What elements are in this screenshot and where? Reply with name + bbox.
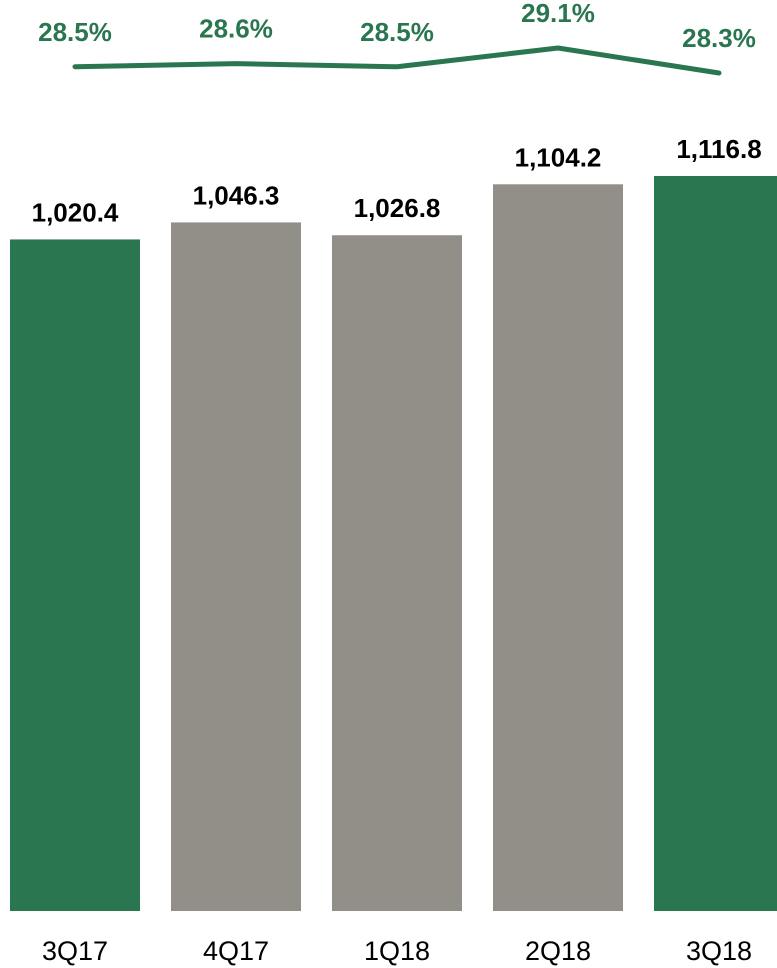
margin-label: 28.5% <box>360 17 434 47</box>
bar-3q18 <box>654 176 777 911</box>
margin-line <box>72 45 722 76</box>
margin-labels: 28.5% 28.6% 28.5% 29.1% 28.3% <box>38 0 756 53</box>
bar-2q18 <box>493 184 623 911</box>
category-label: 1Q18 <box>364 936 430 966</box>
category-label: 3Q17 <box>42 936 108 966</box>
category-label: 3Q18 <box>686 936 752 966</box>
bar-value-label: 1,026.8 <box>354 193 441 223</box>
category-labels: 3Q17 4Q17 1Q18 2Q18 3Q18 <box>42 936 752 966</box>
bars-group <box>10 176 777 911</box>
bar-4q17 <box>171 222 301 911</box>
bar-value-label: 1,020.4 <box>32 197 119 227</box>
margin-label: 28.6% <box>199 14 273 44</box>
category-label: 4Q17 <box>203 936 269 966</box>
margin-label: 28.3% <box>682 23 756 53</box>
bar-value-label: 1,116.8 <box>676 134 761 164</box>
margin-label: 29.1% <box>521 0 595 28</box>
bar-1q18 <box>332 235 462 911</box>
category-label: 2Q18 <box>525 936 591 966</box>
bar-3q17 <box>10 239 140 911</box>
bar-value-labels: 1,020.4 1,046.3 1,026.8 1,104.2 1,116.8 <box>32 134 762 227</box>
bar-value-label: 1,104.2 <box>515 142 602 172</box>
margin-line-group <box>72 45 722 76</box>
margin-label: 28.5% <box>38 17 112 47</box>
bar-value-label: 1,046.3 <box>193 180 280 210</box>
